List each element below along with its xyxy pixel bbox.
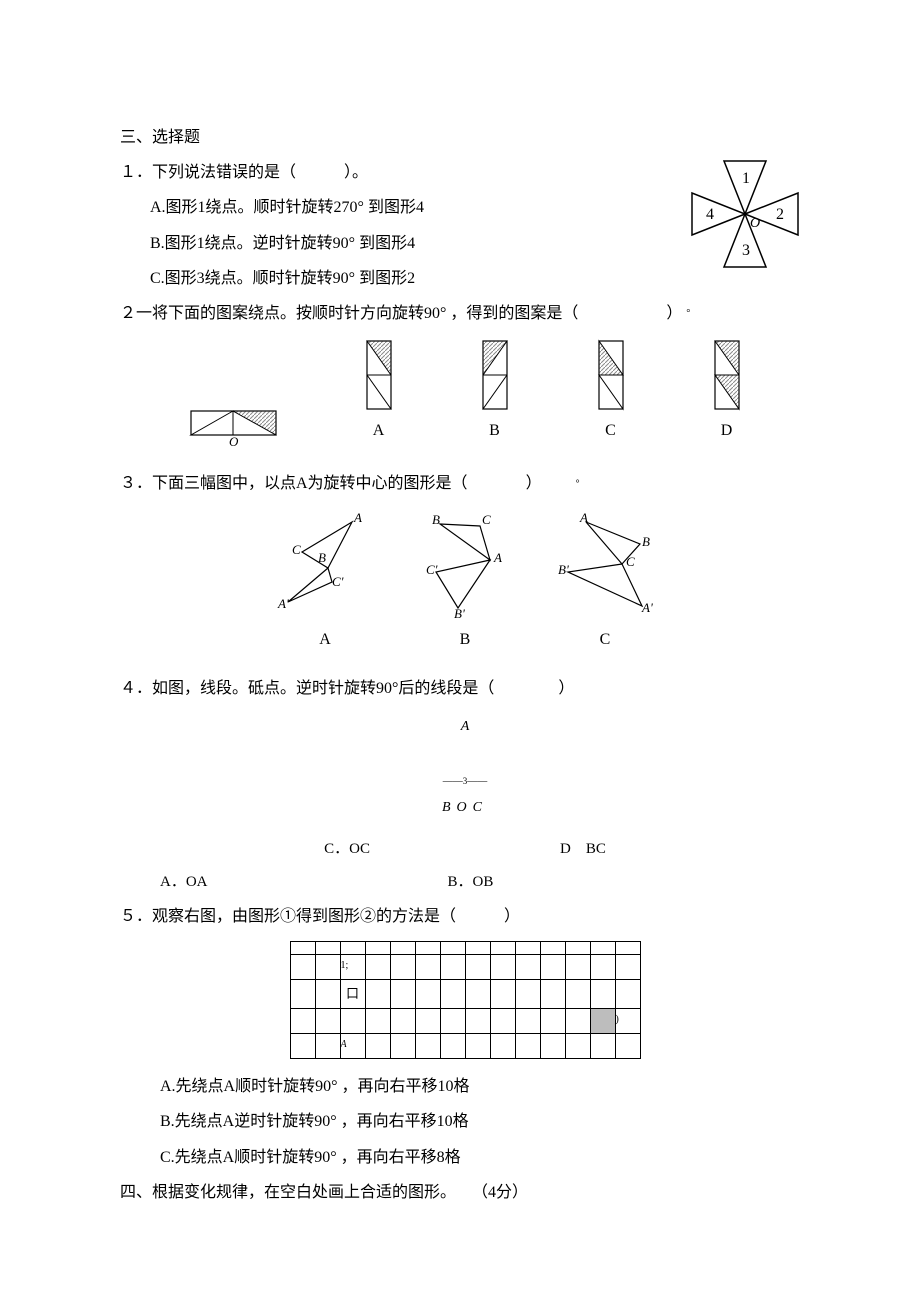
svg-text:C: C [482,512,491,527]
q4-fig-A: A [120,712,810,743]
svg-text:A: A [493,550,502,565]
q3-optA-label: A [270,622,380,657]
q2-optA-fig: A [361,339,397,448]
q4-optB: B．OB [448,866,494,899]
svg-text:O: O [229,434,239,448]
label-3: 3 [742,242,750,259]
grid-label-1: 1; [340,954,365,979]
label-1: 1 [742,170,750,187]
svg-text:B: B [432,512,440,527]
q5-optA: A.先绕点A顺时针旋转90° ，再向右平移10格 [120,1069,810,1104]
q2-stem-a: ２一将下面的图案绕点。按顺时针方向旋转90° ，得到的图案是（ [120,305,578,322]
q2-optA-label: A [361,413,397,448]
q3-stem-dot: 。 [546,474,586,485]
q2-optC-fig: C [593,339,629,448]
q2-original: O [186,403,281,448]
q3-stem-b: ） [526,475,542,492]
q3-optB-label: B [410,622,520,657]
q4-optD: D BC [560,833,606,866]
q4-optC: C．OC [324,833,370,866]
q4-options-row2: A．OA B．OB [120,866,810,899]
label-4: 4 [706,206,714,223]
svg-text:A': A' [277,596,289,611]
q1: 1 2 3 4 O １．下列说法错误的是（ ）。 A.图形1绕点。顺时针旋转27… [120,155,810,296]
q2-stem-b: ） [666,305,682,322]
svg-text:B': B' [558,562,569,577]
q3-figA: A C B C' A' A [270,510,380,657]
q2-stem-dot: 。 [686,304,696,315]
q4-stem: ４．如图，线段。砥点。逆时针旋转90°后的线段是（ ） [120,671,810,706]
q4-optA: A．OA [160,866,208,899]
pinwheel-icon: 1 2 3 4 O [680,149,810,284]
label-O: O [750,216,760,231]
q3-stem: ３．下面三幅图中，以点A为旋转中心的图形是（ ） 。 [120,466,810,501]
svg-text:A: A [579,510,588,525]
q3-figC: A B C B' A' C [550,510,660,657]
q5-optB: B.先绕点A逆时针旋转90° ，再向右平移10格 [120,1104,810,1139]
label-2: 2 [776,206,784,223]
grid-label-A: A [340,1034,365,1059]
q3-figB: B C A C' B' B [410,510,520,657]
q5-grid: 1; 口 ) A [120,941,810,1060]
q2-optD-label: D [709,413,745,448]
q3-optC-label: C [550,622,660,657]
svg-text:A: A [353,510,362,525]
q4-fig-BOC: BOC [120,793,810,824]
svg-text:A': A' [641,600,653,615]
q3-stem-a: ３．下面三幅图中，以点A为旋转中心的图形是（ [120,475,468,492]
page: 三、选择题 1 2 3 4 O １．下 [0,0,920,1270]
q2-figures: O A B [120,339,810,448]
svg-text:C: C [292,542,301,557]
q4-fig-3: 3 [463,776,468,786]
q2-optB-fig: B [477,339,513,448]
q4-options-row1: C．OC D BC [120,833,810,866]
q1-figure: 1 2 3 4 O [680,149,810,284]
q5-optC: C.先绕点A顺时针旋转90° ，再向右平移8格 [120,1140,810,1175]
svg-text:B: B [642,534,650,549]
svg-text:C': C' [332,574,344,589]
q2-optB-label: B [477,413,513,448]
q2-optC-label: C [593,413,629,448]
svg-text:C: C [626,554,635,569]
svg-text:B: B [318,550,326,565]
section4-title: 四、根据变化规律，在空白处画上合适的图形。 （4分） [120,1175,810,1210]
q2-optD-fig: D [709,339,745,448]
q3-figures: A C B C' A' A B C A C' [120,510,810,657]
svg-text:C': C' [426,562,438,577]
svg-text:B': B' [454,606,465,620]
q5-stem: ５．观察右图，由图形①得到图形②的方法是（ ） [120,899,810,934]
q2-stem: ２一将下面的图案绕点。按顺时针方向旋转90° ，得到的图案是（ ） 。 [120,296,810,331]
q4-figure: A ——3—— BOC [120,712,810,824]
